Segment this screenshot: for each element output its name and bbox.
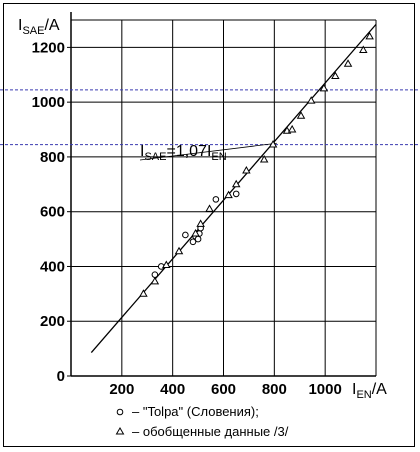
point-circle-0 bbox=[151, 271, 159, 278]
point-triangle-6 bbox=[205, 204, 214, 212]
y-tick-label-0: 0 bbox=[57, 368, 65, 385]
tick-labels: 200 400 600 800 1000 0 200 400 600 800 1000 1200 bbox=[32, 39, 342, 398]
axes bbox=[67, 12, 377, 377]
point-triangle-13 bbox=[287, 124, 297, 133]
data-points bbox=[139, 31, 374, 297]
x-tick-label-600: 600 bbox=[211, 381, 236, 398]
y-tick-label-1200: 1200 bbox=[32, 39, 65, 56]
chart-frame bbox=[3, 3, 415, 447]
point-triangle-7 bbox=[224, 190, 233, 199]
legend-label-tolpa: – "Tolpa" (Словения); bbox=[132, 404, 259, 419]
point-triangle-19 bbox=[359, 45, 368, 54]
x-tick-label-400: 400 bbox=[160, 381, 185, 398]
y-tick-label-400: 400 bbox=[40, 258, 65, 275]
x-axis-title: IEN/A bbox=[352, 381, 387, 401]
legend-triangle-icon bbox=[115, 427, 125, 435]
y-tick-label-800: 800 bbox=[40, 149, 65, 166]
point-triangle-20 bbox=[365, 31, 374, 40]
point-circle-3 bbox=[189, 238, 197, 246]
legend-circle-icon bbox=[116, 408, 124, 416]
fit-line-label: ISAE=1,07IEN bbox=[140, 143, 227, 163]
point-triangle-16 bbox=[319, 83, 329, 92]
point-circle-2 bbox=[182, 231, 189, 239]
y-axis-title: ISAE/A bbox=[18, 17, 60, 37]
fit-line bbox=[90, 23, 377, 353]
point-triangle-5 bbox=[196, 219, 205, 227]
x-tick-label-1000: 1000 bbox=[308, 381, 341, 398]
fit-line-group bbox=[90, 23, 377, 353]
point-triangle-4 bbox=[191, 228, 200, 237]
point-triangle-1 bbox=[150, 276, 160, 285]
point-triangle-9 bbox=[242, 166, 251, 174]
fit-label-leader bbox=[139, 142, 277, 161]
point-triangle-3 bbox=[174, 246, 184, 255]
legend: – "Tolpa" (Словения); – обобщенные данны… bbox=[115, 404, 289, 439]
y-tick-label-1000: 1000 bbox=[32, 94, 65, 111]
y-tick-label-600: 600 bbox=[40, 204, 65, 221]
point-triangle-15 bbox=[306, 96, 316, 104]
point-triangle-14 bbox=[296, 111, 306, 119]
point-triangle-0 bbox=[139, 289, 148, 297]
point-circle-8 bbox=[212, 196, 220, 203]
point-circle-9 bbox=[232, 190, 240, 198]
legend-label-generalized: – обобщенные данные /3/ bbox=[132, 424, 289, 439]
point-triangle-10 bbox=[259, 155, 269, 163]
x-tick-label-200: 200 bbox=[109, 381, 134, 398]
point-circle-5 bbox=[194, 235, 202, 243]
y-tick-label-200: 200 bbox=[40, 313, 65, 330]
x-tick-label-800: 800 bbox=[262, 381, 287, 398]
point-triangle-2 bbox=[162, 260, 171, 268]
point-triangle-8 bbox=[231, 179, 241, 188]
point-triangle-11 bbox=[268, 139, 278, 148]
point-triangle-18 bbox=[343, 59, 353, 67]
point-triangle-17 bbox=[331, 71, 340, 80]
dashed-reference-lines bbox=[0, 89, 420, 146]
